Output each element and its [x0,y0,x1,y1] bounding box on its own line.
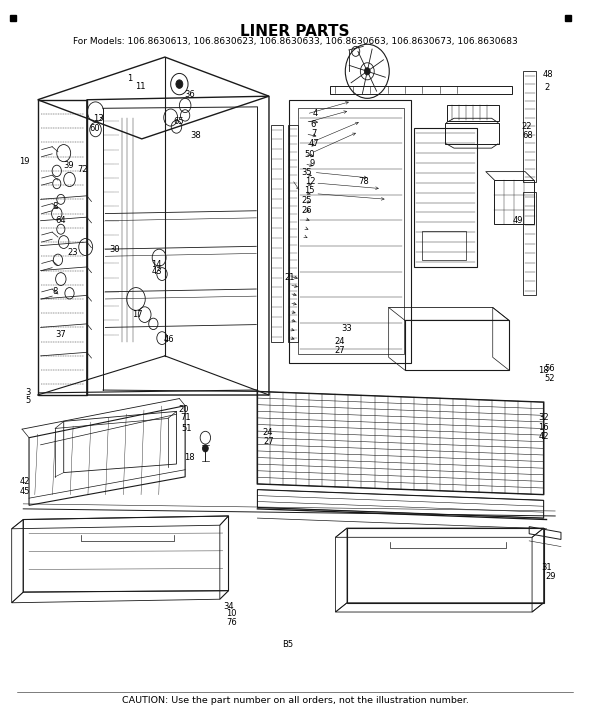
Text: 38: 38 [190,131,201,140]
Text: 11: 11 [135,83,145,91]
Text: For Models: 106.8630613, 106.8630623, 106.8630633, 106.8630663, 106.8630673, 106: For Models: 106.8630613, 106.8630623, 10… [73,37,517,46]
Text: 42: 42 [19,477,30,486]
Text: 51: 51 [181,424,192,433]
Text: 43: 43 [152,267,162,277]
Text: 34: 34 [223,602,234,611]
Text: 27: 27 [263,437,274,446]
Text: 8: 8 [53,202,58,211]
Text: 17: 17 [132,310,143,319]
Text: 56: 56 [544,364,555,373]
Text: 24: 24 [262,428,273,436]
Text: 4: 4 [313,110,318,118]
Text: 15: 15 [304,187,314,195]
Text: 78: 78 [358,177,369,186]
Text: 60: 60 [89,123,100,133]
Text: 26: 26 [301,205,312,214]
Text: 18: 18 [185,453,195,462]
Text: B5: B5 [283,640,294,648]
Text: 16: 16 [538,423,549,431]
Text: 5: 5 [25,396,31,405]
Text: 30: 30 [109,245,120,253]
Text: 72: 72 [77,165,87,174]
Text: LINER PARTS: LINER PARTS [240,24,350,39]
Text: 68: 68 [522,131,533,140]
Text: 29: 29 [545,572,556,581]
Text: 46: 46 [163,335,174,344]
Text: 20: 20 [178,405,189,414]
Circle shape [202,445,208,452]
Text: 1: 1 [127,74,133,83]
Text: 6: 6 [311,121,316,129]
Text: 50: 50 [304,150,314,159]
Text: 39: 39 [63,160,74,170]
Text: 65: 65 [173,117,183,126]
Text: 27: 27 [335,346,345,356]
Text: 45: 45 [19,486,30,496]
Text: CAUTION: Use the part number on all orders, not the illustration number.: CAUTION: Use the part number on all orde… [122,696,468,706]
Text: 42: 42 [539,432,549,441]
Text: 23: 23 [67,248,78,257]
Text: 76: 76 [226,619,237,627]
Text: 71: 71 [180,413,191,423]
Text: 31: 31 [541,563,552,571]
Circle shape [176,80,183,89]
Text: 10: 10 [226,609,237,618]
Text: 52: 52 [544,374,555,383]
Text: 21: 21 [284,273,294,282]
Text: 35: 35 [301,168,312,177]
Circle shape [365,68,370,75]
Text: 19: 19 [19,157,30,166]
Text: 18: 18 [538,366,549,375]
Text: 8: 8 [53,287,58,296]
Text: 32: 32 [538,413,549,423]
Text: 64: 64 [55,216,66,225]
Text: 25: 25 [301,196,312,205]
Text: 47: 47 [308,139,319,148]
Text: 3: 3 [25,388,31,397]
Text: 36: 36 [184,89,195,99]
Text: 22: 22 [521,122,532,131]
Text: 13: 13 [93,115,104,123]
Text: 49: 49 [512,216,523,225]
Text: 7: 7 [311,129,316,139]
Text: 14: 14 [151,261,162,269]
Text: 33: 33 [342,325,352,333]
Text: 24: 24 [335,337,345,346]
Text: 37: 37 [55,330,66,339]
Text: 48: 48 [543,70,553,79]
Text: 2: 2 [544,83,549,92]
Text: 9: 9 [310,159,315,168]
Text: 12: 12 [305,177,315,186]
